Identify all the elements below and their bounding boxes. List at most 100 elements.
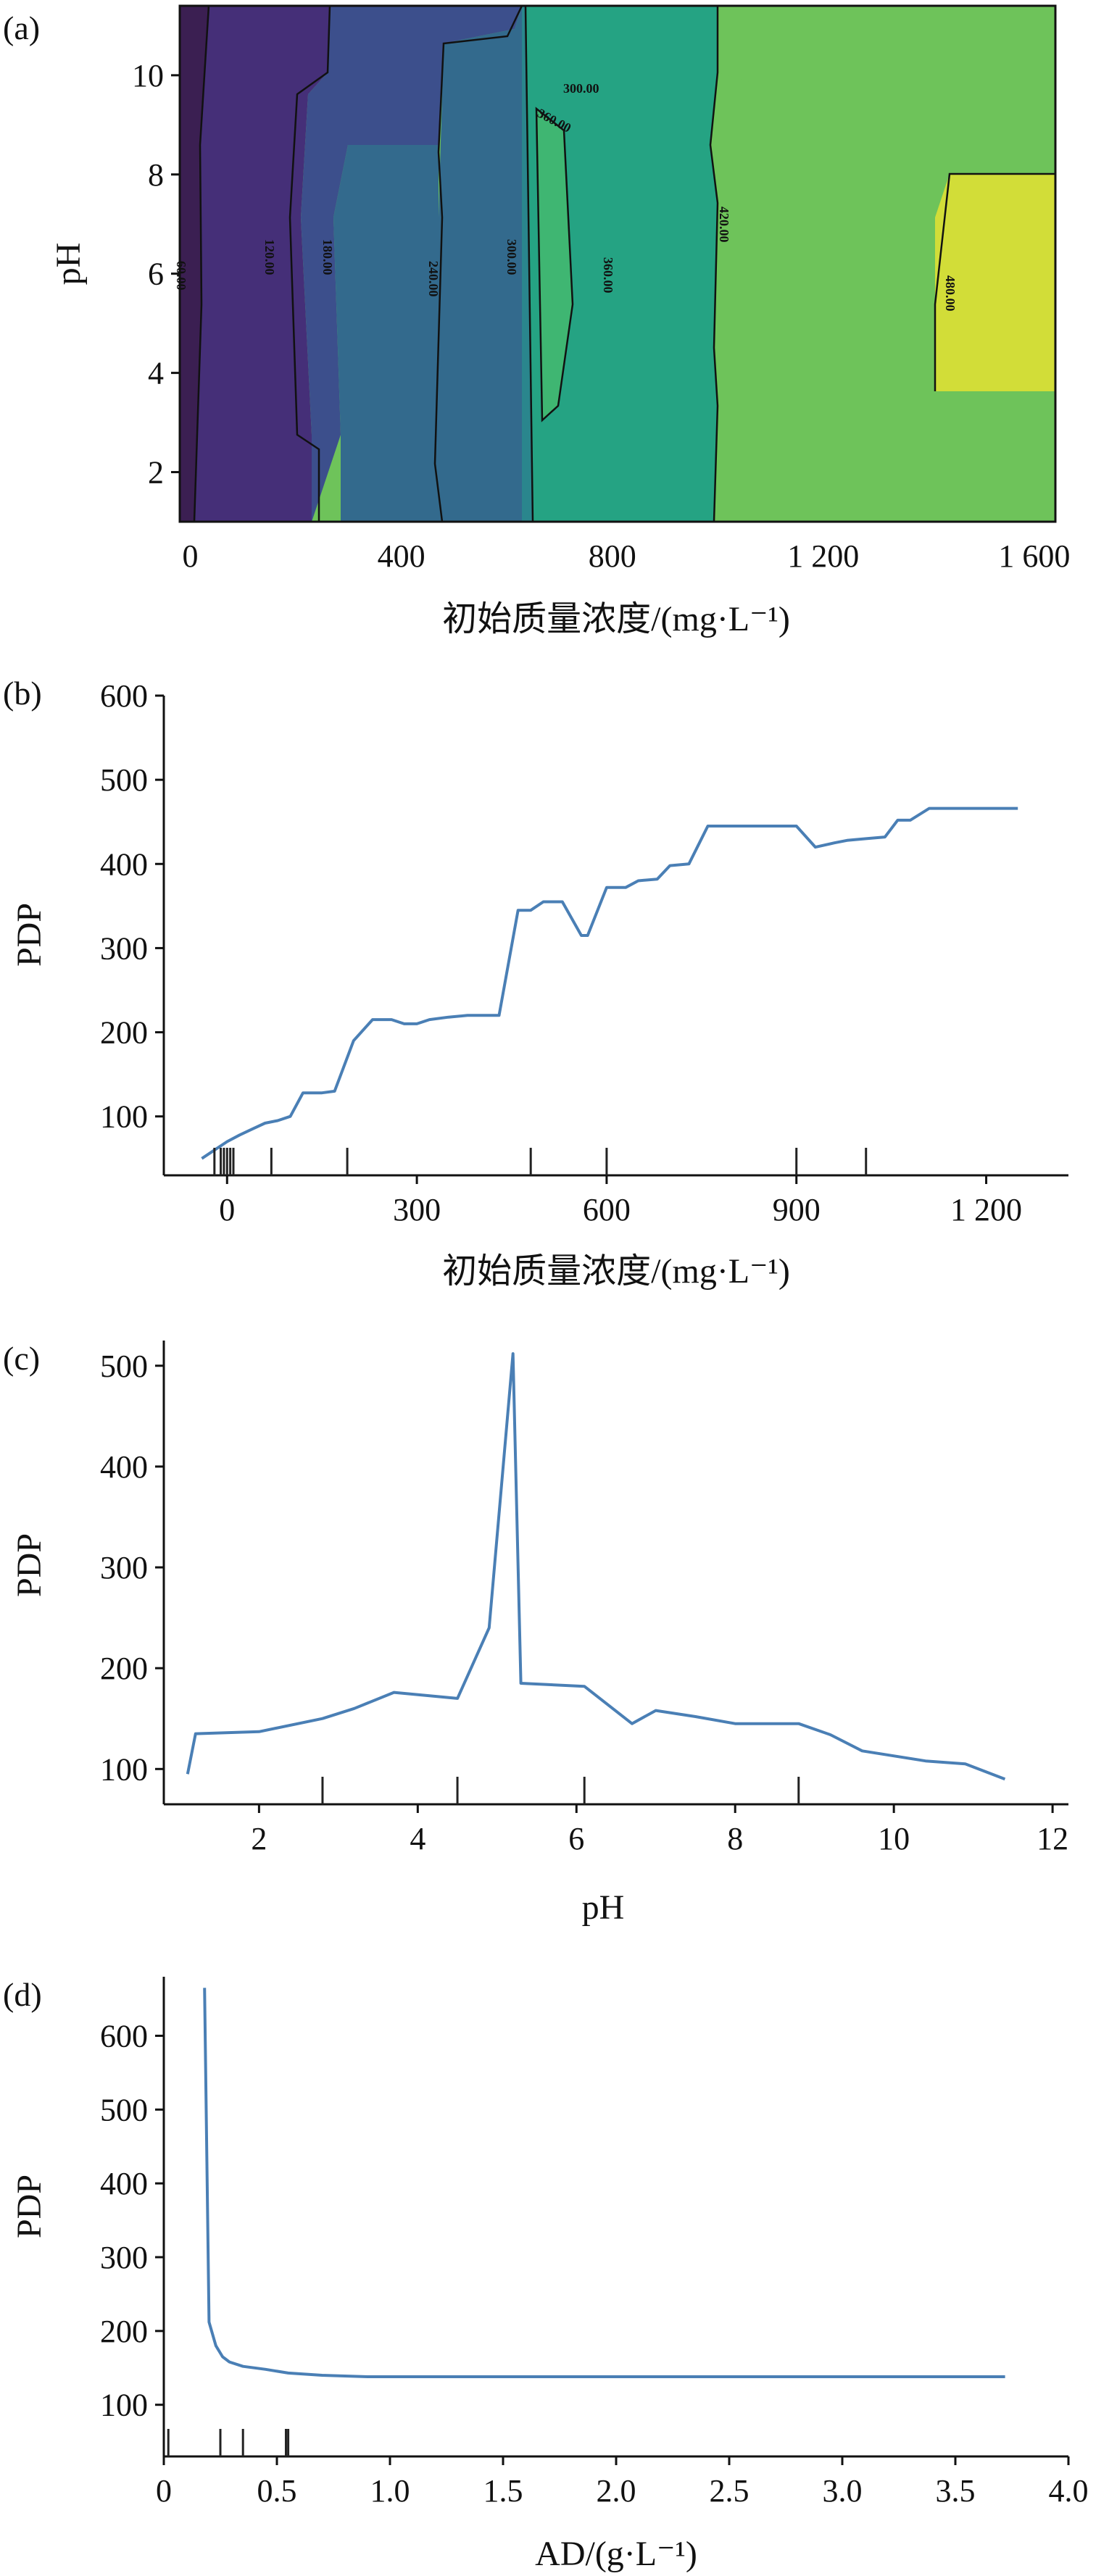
- panel-b-y-tick-label: 600: [100, 678, 148, 714]
- panel-c-y-tick-label: 400: [100, 1449, 148, 1485]
- panel-d-x-tick-label: 3.5: [936, 2473, 976, 2509]
- panel-b-y-title: PDP: [10, 903, 49, 967]
- panel-c: (c) 2 4 6 8 10 12 100 200 300 400 500 pH PDP: [3, 1340, 1068, 1927]
- contour-band-4: [333, 6, 522, 522]
- panel-d-x-title: AD/(g·L⁻¹): [535, 2535, 697, 2573]
- contour-band-8: [718, 6, 1055, 217]
- panel-a-x-title: 初始质量浓度/(mg·L⁻¹): [442, 600, 790, 638]
- panel-b-rug: [213, 1148, 868, 1175]
- panel-a-x-tick-label: 1 600: [998, 538, 1070, 574]
- panel-d-label: (d): [3, 1976, 42, 2013]
- contour-label-420: 420.00: [717, 207, 731, 243]
- panel-d-x-tick-label: 1.5: [483, 2473, 523, 2509]
- panel-a-x-tick-label: 1 200: [787, 538, 859, 574]
- contour-line-480: [934, 172, 1055, 391]
- panel-b-y-tick-label: 500: [100, 762, 148, 798]
- panel-b-x-tick-label: 0: [219, 1192, 235, 1227]
- panel-d-x-tick-label: 2.5: [710, 2473, 749, 2509]
- panel-a-y-tick-label: 4: [148, 356, 164, 391]
- contour-label-180: 180.00: [320, 239, 335, 275]
- panel-c-y-tick-label: 200: [100, 1651, 148, 1686]
- panel-d-y-tick-label: 300: [100, 2240, 148, 2275]
- contour-labels: 60.00 120.00 180.00 240.00 300.00 360.00…: [174, 81, 958, 312]
- panel-c-x-tick-label: 4: [410, 1821, 425, 1856]
- panel-d-x-tick-label: 1.0: [370, 2473, 410, 2509]
- contour-label-120: 120.00: [262, 239, 277, 275]
- panel-d-x-tick-label: 2.0: [597, 2473, 636, 2509]
- panel-c-y-tick-label: 100: [100, 1751, 148, 1787]
- panel-d: (d) 0 0.5 1.0 1.5 2.0 2.5 3.0 3.5 4.0 100 200 300 40…: [3, 1976, 1089, 2573]
- contour-band-6: [526, 6, 718, 522]
- panel-c-x-tick-label: 8: [727, 1821, 743, 1856]
- panel-b-axes: 0 300 600 900 1 200 100 200 300 400 500 600: [100, 678, 1068, 1227]
- panel-c-x-tick-label: 12: [1037, 1821, 1068, 1856]
- contour-line-120: [288, 5, 331, 522]
- panel-b-y-tick-label: 100: [100, 1099, 148, 1135]
- contour-label-300: 300.00: [504, 239, 519, 275]
- panel-d-y-tick-label: 600: [100, 2018, 148, 2054]
- panel-b-y-tick-label: 200: [100, 1015, 148, 1051]
- panel-d-axes: 0 0.5 1.0 1.5 2.0 2.5 3.0 3.5 4.0 100 200 300 400 500…: [100, 1977, 1089, 2509]
- panel-b-pdp-line: [201, 806, 1018, 1160]
- panel-c-x-tick-label: 10: [878, 1821, 910, 1856]
- contour-label-480: 480.00: [943, 275, 958, 312]
- panel-b-y-tick-label: 300: [100, 930, 148, 966]
- panel-a-y-tick-label: 8: [148, 157, 164, 193]
- panel-b-x-title: 初始质量浓度/(mg·L⁻¹): [442, 1252, 790, 1291]
- panel-a-y-tick-label: 6: [148, 257, 164, 292]
- contour-label-360: 360.00: [601, 257, 615, 293]
- panel-d-x-tick-label: 0: [156, 2473, 172, 2509]
- panel-b-x-tick-label: 300: [393, 1192, 441, 1227]
- panel-a: (a) 60.00 120.00 180.00: [3, 4, 1070, 638]
- panel-a-y-tick-label: 2: [148, 455, 164, 491]
- panel-d-rug: [167, 2429, 290, 2456]
- contour-label-300-upper: 300.00: [563, 81, 599, 96]
- contour-band-top: [935, 174, 1055, 391]
- contour-line-60: [193, 5, 210, 522]
- panel-c-label: (c): [3, 1340, 40, 1377]
- panel-d-y-title: PDP: [10, 2175, 49, 2238]
- panel-b-x-tick-label: 1 200: [950, 1192, 1022, 1227]
- panel-d-y-tick-label: 400: [100, 2166, 148, 2201]
- panel-b: (b) 0 300 600 900 1 200 100 200 300 400 500 600 初始…: [3, 675, 1068, 1291]
- contour-line-420: [709, 6, 719, 522]
- panel-b-x-tick-label: 900: [773, 1192, 821, 1227]
- panel-c-axes: 2 4 6 8 10 12 100 200 300 400 500: [100, 1341, 1068, 1856]
- panel-a-x-tick-label: 800: [589, 538, 636, 574]
- panel-a-x-tick-label: 0: [183, 538, 199, 574]
- panel-c-x-tick-label: 2: [251, 1821, 267, 1856]
- panel-a-label: (a): [3, 9, 40, 46]
- panel-d-x-tick-label: 4.0: [1049, 2473, 1089, 2509]
- contour-band-7: [536, 109, 573, 420]
- panel-a-axes: 0 400 800 1 200 1 600 2 4 6 8 10: [132, 58, 1070, 574]
- panel-d-y-tick-label: 100: [100, 2388, 148, 2423]
- panel-d-x-tick-label: 3.0: [823, 2473, 863, 2509]
- panel-d-x-tick-label: 0.5: [257, 2473, 297, 2509]
- panel-c-x-tick-label: 6: [568, 1821, 584, 1856]
- panel-b-y-tick-label: 400: [100, 846, 148, 882]
- panel-a-frame: [178, 4, 1057, 523]
- panel-a-y-tick-label: 10: [132, 58, 164, 93]
- panel-d-pdp-line: [203, 1988, 1005, 2378]
- panel-a-x-tick-label: 400: [378, 538, 425, 574]
- panel-b-label: (b): [3, 675, 42, 712]
- contour-label-60: 60.00: [174, 261, 188, 291]
- panel-a-y-title: pH: [49, 243, 88, 285]
- contour-line-240: [433, 5, 523, 522]
- contour-line-360: [535, 107, 574, 422]
- panel-c-x-title: pH: [582, 1888, 625, 1927]
- panel-b-x-tick-label: 600: [583, 1192, 631, 1227]
- panel-c-y-title: PDP: [10, 1533, 49, 1597]
- contour-lines: [193, 5, 1055, 522]
- panel-c-pdp-line: [186, 1352, 1006, 1781]
- panel-d-y-tick-label: 500: [100, 2092, 148, 2127]
- panel-c-y-tick-label: 300: [100, 1550, 148, 1585]
- contour-band-lowest: [180, 6, 209, 522]
- panel-d-y-tick-label: 200: [100, 2314, 148, 2349]
- panel-c-rug: [321, 1777, 800, 1804]
- contour-line-300: [524, 5, 534, 522]
- contour-label-240: 240.00: [426, 261, 441, 297]
- panel-c-y-tick-label: 500: [100, 1349, 148, 1384]
- contour-band-3: [301, 6, 522, 522]
